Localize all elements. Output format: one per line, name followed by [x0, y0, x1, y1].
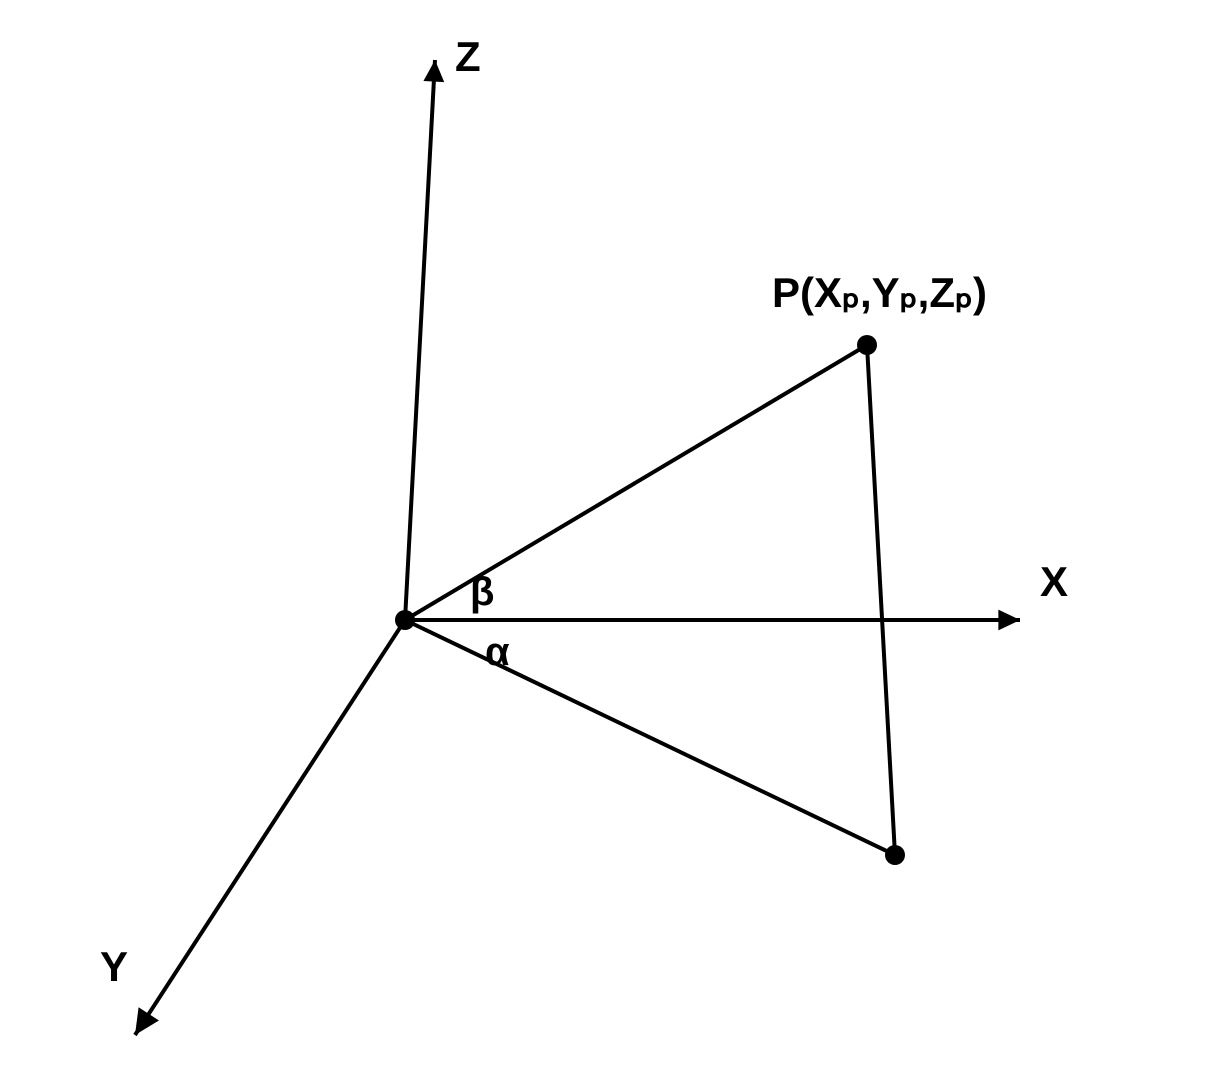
angle-beta-label: β	[470, 570, 494, 615]
z-axis-label: Z	[455, 33, 481, 81]
angle-alpha-label: α	[485, 630, 510, 675]
y-axis-label: Y	[100, 943, 128, 991]
x-axis-label: X	[1040, 558, 1068, 606]
point-p-label: P(Xₚ,Yₚ,Zₚ)	[772, 268, 987, 317]
diagram-canvas: Z X Y P(Xₚ,Yₚ,Zₚ) α β	[0, 0, 1208, 1082]
coordinate-diagram	[0, 0, 1208, 1082]
